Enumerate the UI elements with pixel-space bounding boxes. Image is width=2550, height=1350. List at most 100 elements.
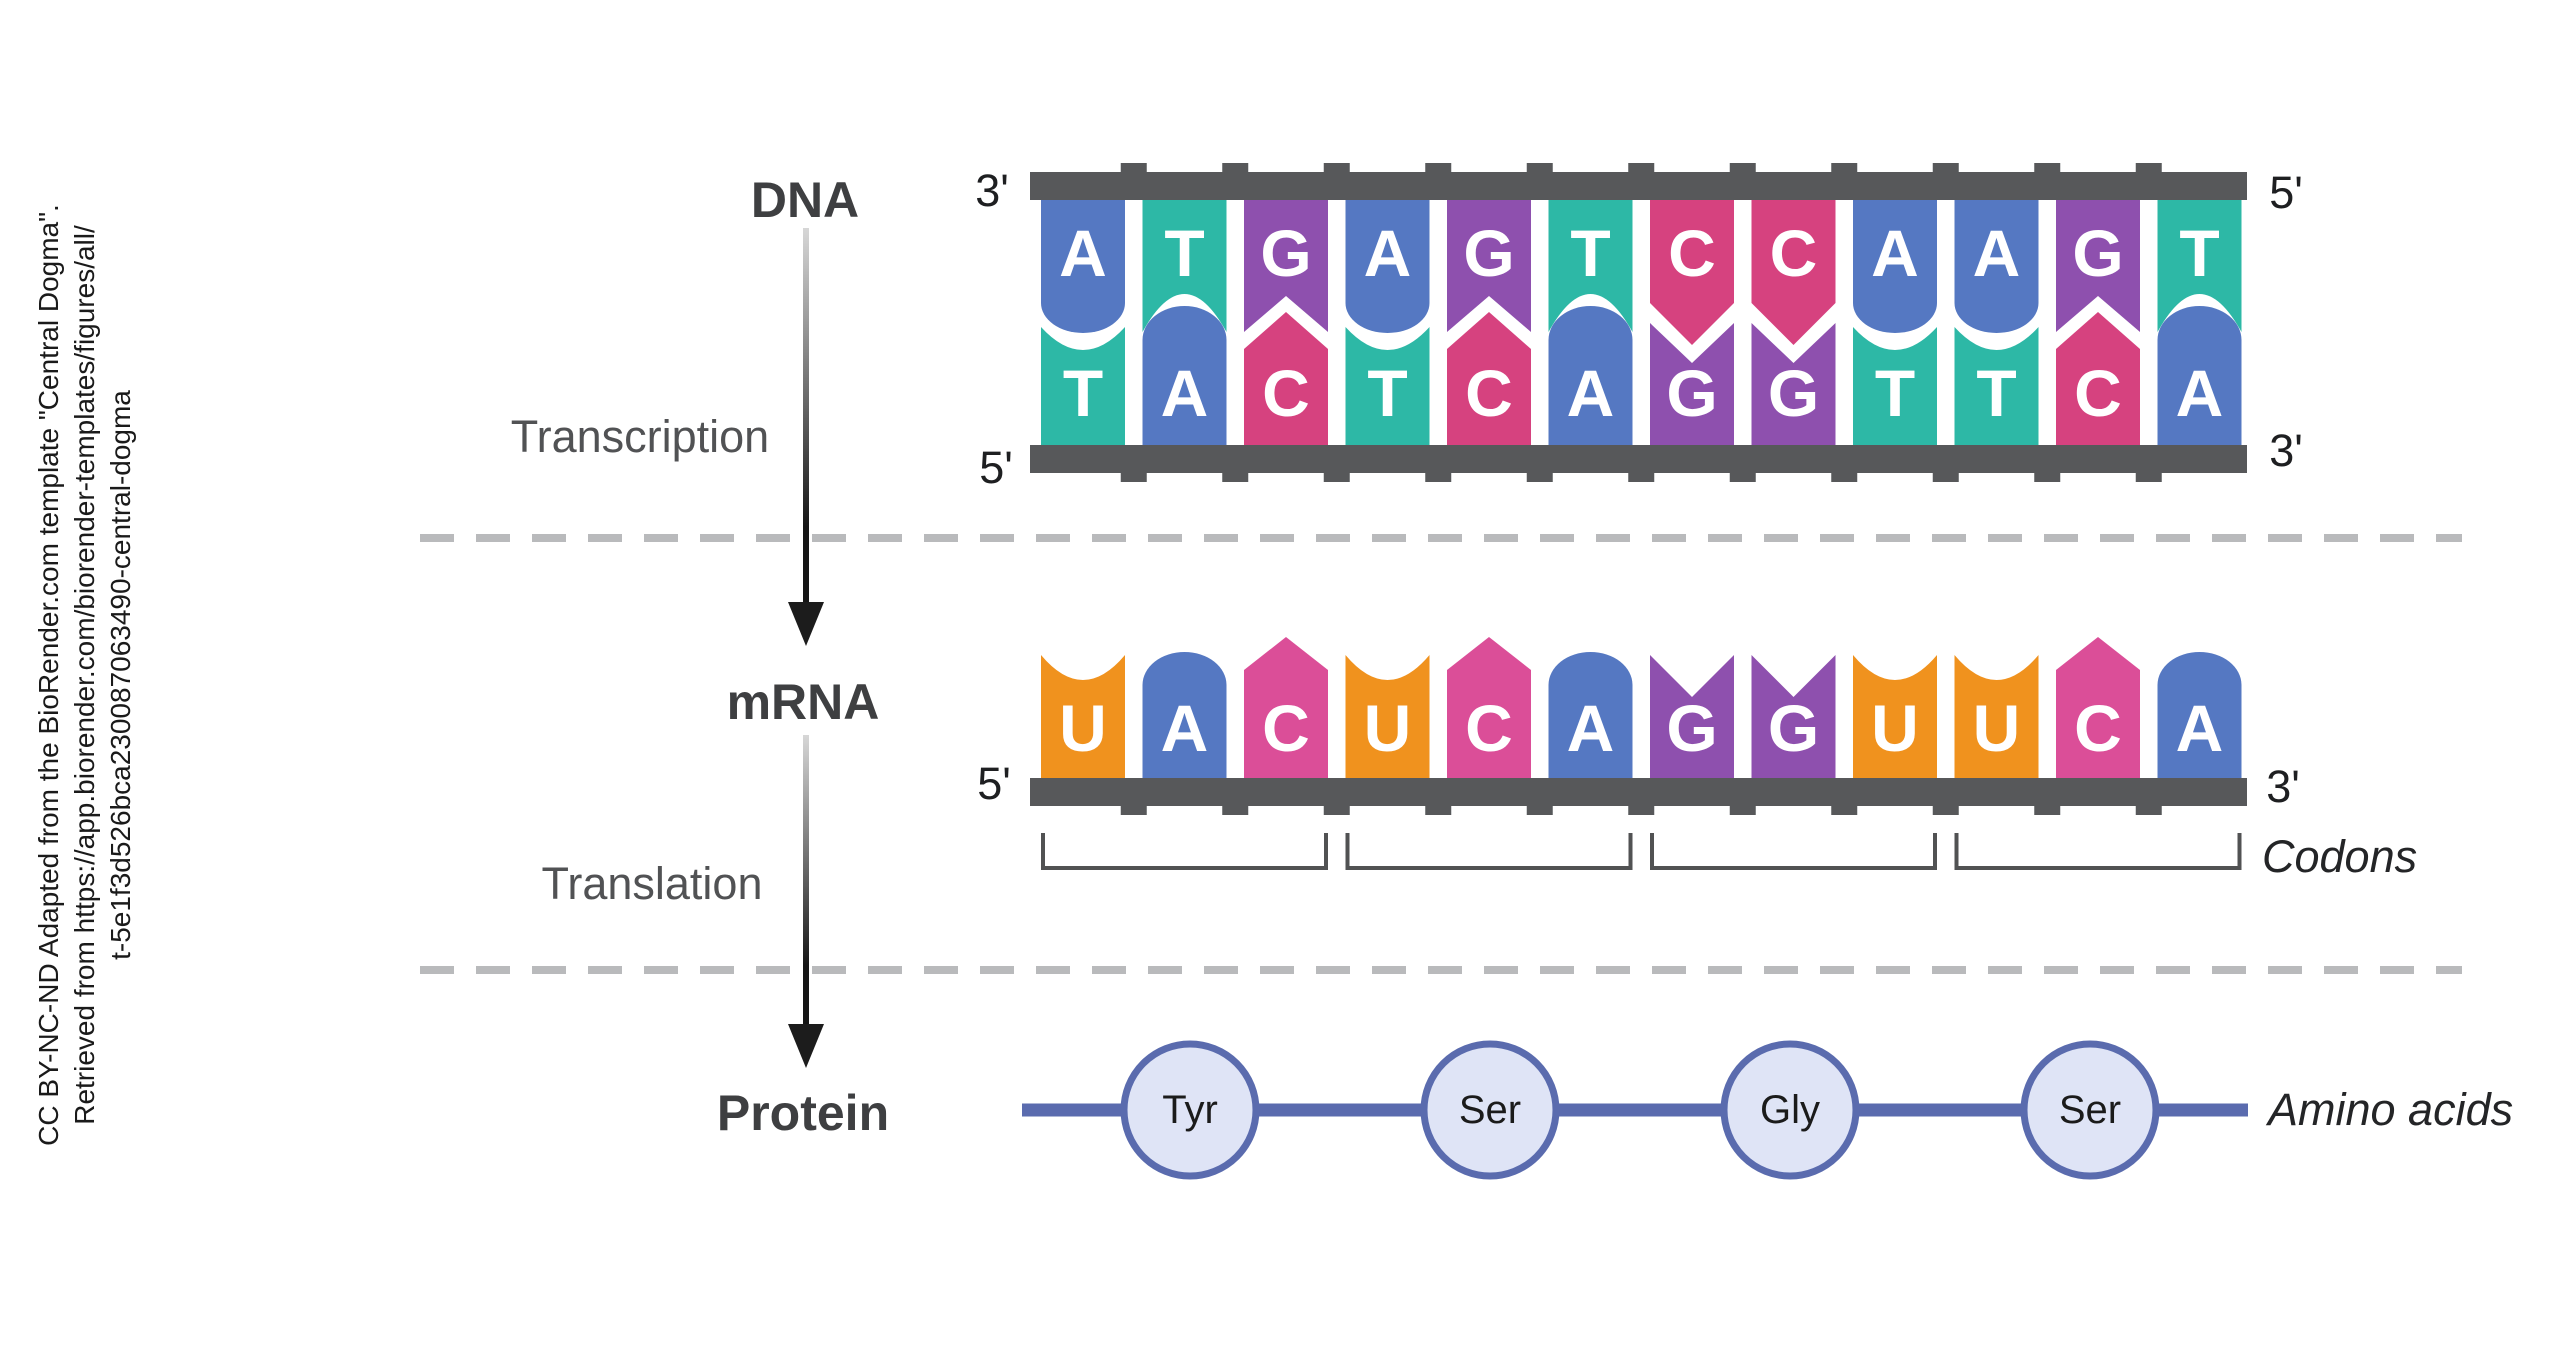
dna-top-backbone-stub <box>1323 163 1350 172</box>
dna-bottom-letter: T <box>1875 356 1915 430</box>
mrna-tile-U <box>1853 655 1937 778</box>
mrna-letter: U <box>1871 691 1919 765</box>
mrna-label: mRNA <box>726 674 880 730</box>
dna-top-letter: G <box>1463 216 1514 290</box>
dna-bottom-tile-A <box>2157 306 2242 445</box>
dna-top-letter: T <box>1164 216 1204 290</box>
mrna-backbone-stub <box>1323 806 1350 815</box>
dna-bottom-backbone-stub <box>1323 473 1350 482</box>
mrna-letter: C <box>2074 691 2122 765</box>
mrna-letter: G <box>1768 691 1819 765</box>
codon-bracket-2 <box>1345 833 1633 870</box>
dna-bottom-letter: A <box>2176 356 2224 430</box>
mrna-letter: U <box>1059 691 1107 765</box>
amino-acid-name-3: Gly <box>1760 1088 1820 1132</box>
amino-acids-label: Amino acids <box>2268 1084 2514 1135</box>
dna-top-letter: C <box>1668 216 1716 290</box>
dna-bottom-letter: G <box>1768 356 1819 430</box>
mrna-letter: A <box>1161 691 1209 765</box>
dna-bottom-letter: C <box>1465 356 1513 430</box>
mrna-backbone-stub <box>1729 806 1756 815</box>
dna-top-letter: G <box>1260 216 1311 290</box>
mrna-tile-G <box>1751 655 1836 778</box>
dna-top-left-prime: 3' <box>975 165 1009 216</box>
process-arrow-head-1 <box>788 602 824 646</box>
dna-top-backbone-stub <box>2135 163 2162 172</box>
dna-bottom-backbone-stub <box>2135 473 2162 482</box>
dna-bottom-tile-G <box>1650 323 1734 445</box>
dna-bottom-backbone-stub <box>2034 473 2061 482</box>
amino-acid-circle-1 <box>1120 1040 1260 1180</box>
dna-top-tile-C <box>1650 200 1734 345</box>
dna-bottom-tile-T <box>1853 327 1937 445</box>
codons-label: Codons <box>2262 831 2418 882</box>
dna-top-backbone <box>1030 172 2247 200</box>
dna-top-tile-A <box>1041 200 1125 333</box>
dna-bottom-tile-G <box>1751 323 1836 445</box>
mrna-tile-A <box>2157 652 2242 778</box>
dna-bottom-letter: C <box>2074 356 2122 430</box>
dna-bottom-letter: G <box>1666 356 1717 430</box>
dna-bottom-letter: T <box>1063 356 1103 430</box>
dna-bottom-backbone-stub <box>1831 473 1858 482</box>
amino-acid-name-2: Ser <box>1459 1088 1521 1132</box>
dna-bottom-tile-T <box>1345 327 1430 445</box>
dna-top-backbone-stub <box>2034 163 2061 172</box>
mrna-backbone-stub <box>1628 806 1655 815</box>
dna-bottom-tile-A <box>1548 306 1633 445</box>
dna-bottom-backbone <box>1030 445 2247 473</box>
amino-acid-name-4: Ser <box>2059 1088 2121 1132</box>
dna-bottom-letter: T <box>1976 356 2016 430</box>
dna-bottom-left-prime: 5' <box>979 442 1013 493</box>
amino-acid-name-1: Tyr <box>1162 1088 1218 1132</box>
mrna-backbone-stub <box>1932 806 1959 815</box>
dna-top-tile-A <box>1345 200 1430 333</box>
dna-bottom-backbone-stub <box>1628 473 1655 482</box>
mrna-tile-C <box>2056 637 2140 778</box>
dna-top-backbone-stub <box>1831 163 1858 172</box>
dna-top-letter: A <box>1973 216 2021 290</box>
dna-top-letter: A <box>1871 216 1919 290</box>
dna-top-tile-A <box>1954 200 2039 333</box>
amino-acid-circle-2 <box>1420 1040 1560 1180</box>
mrna-tile-A <box>1142 652 1227 778</box>
mrna-letter: U <box>1973 691 2021 765</box>
dna-top-letter: T <box>1570 216 1610 290</box>
mrna-backbone-stub <box>1222 806 1249 815</box>
mrna-letter: A <box>1567 691 1615 765</box>
dna-label: DNA <box>750 172 860 228</box>
amino-acid-circle-3 <box>1720 1040 1860 1180</box>
dna-top-tile-G <box>1447 200 1531 332</box>
protein-label: Protein <box>716 1085 890 1141</box>
mrna-right-prime: 3' <box>2266 761 2300 812</box>
dna-bottom-tile-T <box>1041 327 1125 445</box>
dna-top-tile-A <box>1853 200 1937 333</box>
mrna-letter: G <box>1666 691 1717 765</box>
dna-bottom-letter: A <box>1161 356 1209 430</box>
dna-bottom-backbone-stub <box>1222 473 1249 482</box>
mrna-backbone-stub <box>1831 806 1858 815</box>
process-arrow-shaft-1 <box>803 228 809 602</box>
dna-bottom-letter: T <box>1367 356 1407 430</box>
dna-top-backbone-stub <box>1425 163 1452 172</box>
dna-top-letter: T <box>2179 216 2219 290</box>
dna-bottom-backbone-stub <box>1932 473 1959 482</box>
mrna-tile-C <box>1244 637 1328 778</box>
codon-bracket-3 <box>1650 833 1937 870</box>
codon-bracket-4 <box>1954 833 2242 870</box>
dna-top-backbone-stub <box>1729 163 1756 172</box>
dna-top-tile-T <box>1548 200 1633 332</box>
mrna-tile-U <box>1041 655 1125 778</box>
codon-bracket-1 <box>1041 833 1328 870</box>
dna-top-letter: A <box>1059 216 1107 290</box>
mrna-tile-A <box>1548 652 1633 778</box>
translation-label: Translation <box>541 858 763 909</box>
dna-bottom-backbone-stub <box>1729 473 1756 482</box>
mrna-backbone-stub <box>2135 806 2162 815</box>
mrna-letter: A <box>2176 691 2224 765</box>
dna-top-tile-G <box>2056 200 2140 332</box>
dna-top-letter: G <box>2072 216 2123 290</box>
dna-top-backbone-stub <box>1526 163 1553 172</box>
transcription-label: Transcription <box>510 411 770 462</box>
